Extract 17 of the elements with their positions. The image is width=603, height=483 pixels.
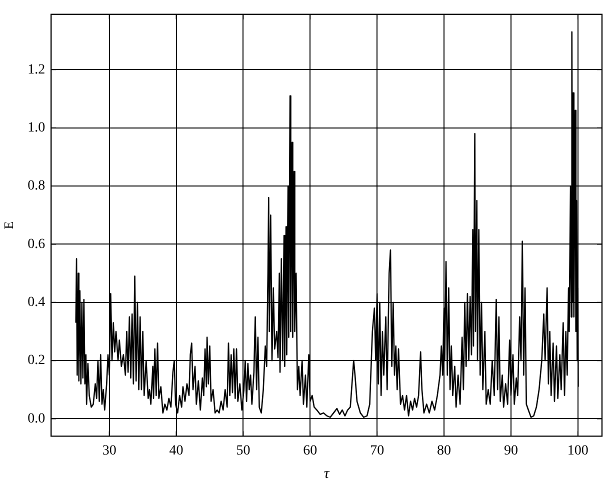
y-tick-label: 0.6: [28, 236, 46, 252]
y-tick-label: 0.8: [28, 178, 46, 194]
y-tick-label: 0.4: [28, 295, 46, 310]
y-tick-label: 1.0: [28, 120, 46, 136]
x-tick-label: 90: [504, 443, 518, 458]
x-tick-label: 40: [169, 443, 184, 458]
x-tick-label: 60: [303, 443, 318, 458]
x-tick-label: 70: [370, 443, 384, 458]
y-tick-label: 1.2: [28, 62, 46, 78]
x-tick-label: 30: [102, 443, 116, 458]
y-tick-label: 0.0: [28, 411, 46, 426]
y-axis-title: E: [1, 221, 16, 230]
x-tick-label: 50: [236, 443, 250, 458]
x-tick-label: 100: [567, 443, 588, 458]
y-tick-label: 0.2: [28, 353, 46, 368]
x-axis-title: τ: [324, 466, 330, 482]
x-tick-label: 80: [437, 443, 452, 458]
